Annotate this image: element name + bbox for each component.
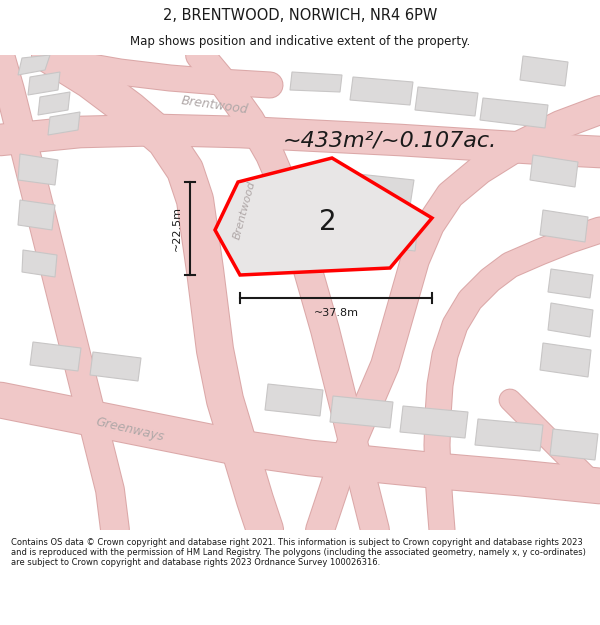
Text: ~37.8m: ~37.8m: [314, 308, 359, 318]
Polygon shape: [550, 429, 598, 460]
Text: Contains OS data © Crown copyright and database right 2021. This information is : Contains OS data © Crown copyright and d…: [11, 538, 586, 568]
Polygon shape: [480, 98, 548, 128]
Polygon shape: [362, 219, 418, 251]
Polygon shape: [520, 56, 568, 86]
Polygon shape: [215, 158, 432, 275]
Polygon shape: [350, 77, 413, 105]
Polygon shape: [28, 72, 60, 95]
Polygon shape: [548, 269, 593, 298]
Polygon shape: [415, 87, 478, 116]
Polygon shape: [30, 342, 81, 371]
Polygon shape: [400, 406, 468, 438]
Text: 2, BRENTWOOD, NORWICH, NR4 6PW: 2, BRENTWOOD, NORWICH, NR4 6PW: [163, 8, 437, 23]
Polygon shape: [530, 155, 578, 187]
Text: Greenways: Greenways: [94, 416, 166, 444]
Polygon shape: [48, 112, 80, 135]
Polygon shape: [540, 343, 591, 377]
Text: ~433m²/~0.107ac.: ~433m²/~0.107ac.: [283, 130, 497, 150]
Polygon shape: [22, 250, 57, 277]
Text: 2: 2: [319, 208, 337, 236]
Polygon shape: [355, 174, 414, 206]
Polygon shape: [290, 72, 342, 92]
Polygon shape: [548, 303, 593, 337]
Text: Brentwood: Brentwood: [232, 179, 257, 241]
Polygon shape: [90, 352, 141, 381]
Polygon shape: [265, 384, 323, 416]
Polygon shape: [18, 55, 50, 75]
Polygon shape: [18, 200, 55, 230]
Polygon shape: [540, 210, 588, 242]
Polygon shape: [38, 92, 70, 115]
Polygon shape: [475, 419, 543, 451]
Text: Map shows position and indicative extent of the property.: Map shows position and indicative extent…: [130, 35, 470, 48]
Text: Brentwood: Brentwood: [181, 94, 250, 116]
Polygon shape: [330, 396, 393, 428]
Polygon shape: [18, 154, 58, 185]
Text: ~22.5m: ~22.5m: [172, 206, 182, 251]
